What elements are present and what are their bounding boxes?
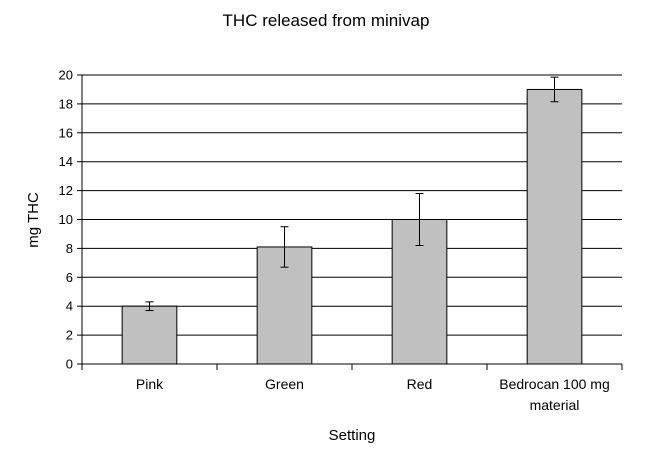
x-tick-label: Red (407, 376, 433, 392)
chart-title: THC released from minivap (223, 11, 430, 30)
x-tick-label: Green (265, 376, 304, 392)
y-tick-label: 16 (59, 125, 73, 140)
bar (121, 305, 178, 365)
y-tick-label: 10 (59, 212, 73, 227)
y-tick-label: 2 (66, 328, 73, 343)
y-tick-labels: 0 2 4 6 8 10 12 14 16 18 20 (59, 68, 73, 372)
x-tick-labels: Pink Green Red Bedrocan 100 mg material (136, 376, 610, 413)
y-tick-label: 14 (59, 154, 73, 169)
x-tick-label: Bedrocan 100 mg (499, 376, 610, 392)
y-tick-label: 12 (59, 183, 73, 198)
y-tick-label: 18 (59, 96, 73, 111)
y-tick-label: 0 (66, 357, 73, 372)
y-axis-label: mg THC (25, 192, 42, 248)
bar (526, 88, 583, 365)
axes (77, 74, 623, 370)
y-tick-label: 6 (66, 270, 73, 285)
y-tick-label: 4 (66, 299, 73, 314)
bars (121, 88, 583, 365)
x-axis-label: Setting (329, 427, 376, 444)
y-tick-label: 8 (66, 241, 73, 256)
x-tick-label: Pink (136, 376, 164, 392)
x-tick-label: material (530, 397, 580, 413)
error-bars (145, 76, 559, 312)
y-tick-label: 20 (59, 68, 73, 83)
